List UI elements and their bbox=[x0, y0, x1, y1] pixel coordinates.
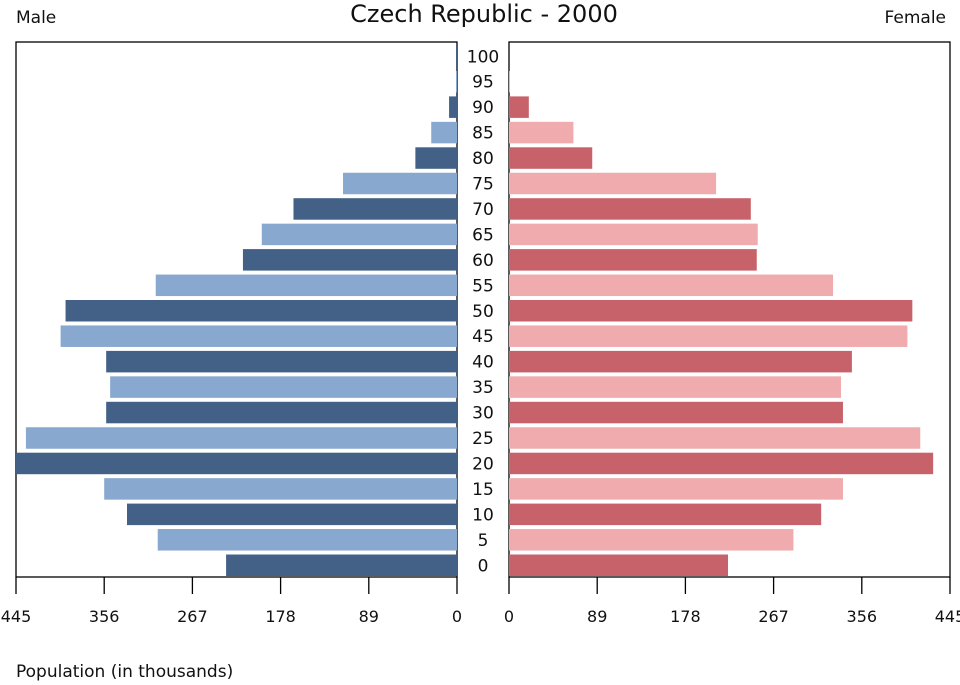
age-label-100: 100 bbox=[467, 47, 499, 67]
female-bar-age-5 bbox=[509, 529, 794, 551]
male-bar-age-55 bbox=[155, 274, 457, 297]
male-bar-age-0 bbox=[226, 554, 457, 576]
x-axis-label: Population (in thousands) bbox=[16, 662, 233, 682]
female-bar-age-50 bbox=[509, 300, 913, 322]
female-bar-age-65 bbox=[509, 223, 758, 246]
male-bar-age-20 bbox=[16, 452, 457, 475]
female-bar-age-90 bbox=[509, 96, 529, 118]
age-label-75: 75 bbox=[472, 175, 494, 195]
male-panel-label: Male bbox=[16, 8, 56, 28]
male-bar-age-45 bbox=[60, 325, 457, 347]
male-x-tick-label-89: 89 bbox=[359, 607, 379, 626]
female-bar-age-60 bbox=[509, 249, 757, 271]
age-label-70: 70 bbox=[472, 200, 494, 220]
age-label-10: 10 bbox=[472, 505, 494, 525]
age-label-90: 90 bbox=[472, 98, 494, 118]
age-label-60: 60 bbox=[472, 251, 494, 271]
male-bar-age-50 bbox=[65, 300, 457, 322]
female-x-tick-label-0: 0 bbox=[504, 607, 514, 626]
male-bar-age-60 bbox=[242, 249, 457, 271]
male-bar-age-25 bbox=[25, 427, 457, 449]
male-bar-age-90 bbox=[449, 96, 457, 118]
male-bar-age-95 bbox=[456, 70, 457, 93]
female-bar-age-45 bbox=[509, 325, 908, 347]
female-bar-age-15 bbox=[509, 478, 843, 500]
male-bar-age-40 bbox=[106, 350, 458, 373]
male-bar-age-100 bbox=[456, 45, 457, 67]
female-bar-age-75 bbox=[509, 172, 717, 195]
female-x-tick-label-356: 356 bbox=[847, 607, 878, 626]
female-bar-age-25 bbox=[509, 427, 921, 449]
male-bar-age-15 bbox=[104, 478, 457, 500]
age-label-80: 80 bbox=[472, 149, 494, 169]
male-bar-age-35 bbox=[110, 376, 458, 398]
female-bar-age-95 bbox=[509, 70, 510, 93]
age-label-15: 15 bbox=[472, 480, 494, 500]
age-label-55: 55 bbox=[472, 276, 494, 296]
age-label-85: 85 bbox=[472, 124, 494, 144]
age-label-20: 20 bbox=[472, 454, 494, 474]
age-label-0: 0 bbox=[478, 556, 489, 576]
male-x-tick-label-445: 445 bbox=[1, 607, 32, 626]
female-bar-age-85 bbox=[509, 121, 574, 144]
age-label-50: 50 bbox=[472, 302, 494, 322]
age-label-35: 35 bbox=[472, 378, 494, 398]
female-bar-age-0 bbox=[509, 554, 729, 576]
age-label-95: 95 bbox=[472, 73, 494, 93]
female-x-tick-label-89: 89 bbox=[587, 607, 607, 626]
female-panel-label: Female bbox=[885, 8, 946, 28]
male-x-tick-label-178: 178 bbox=[265, 607, 296, 626]
age-label-25: 25 bbox=[472, 429, 494, 449]
age-label-45: 45 bbox=[472, 327, 494, 347]
female-bar-age-10 bbox=[509, 503, 822, 526]
age-label-40: 40 bbox=[472, 353, 494, 373]
male-bar-age-5 bbox=[157, 529, 457, 551]
female-bar-age-20 bbox=[509, 452, 934, 475]
male-x-tick-label-0: 0 bbox=[452, 607, 462, 626]
male-bar-age-10 bbox=[126, 503, 457, 526]
female-bar-age-55 bbox=[509, 274, 834, 297]
male-bar-age-30 bbox=[106, 401, 458, 424]
male-bar-age-70 bbox=[293, 198, 457, 220]
male-bar-age-75 bbox=[343, 172, 457, 195]
female-bar-age-80 bbox=[509, 147, 593, 169]
female-x-tick-label-178: 178 bbox=[670, 607, 701, 626]
female-bar-age-40 bbox=[509, 350, 852, 373]
female-bar-age-35 bbox=[509, 376, 841, 398]
female-x-tick-label-445: 445 bbox=[935, 607, 960, 626]
male-bar-age-80 bbox=[415, 147, 457, 169]
male-x-tick-label-356: 356 bbox=[89, 607, 120, 626]
male-bar-age-85 bbox=[431, 121, 457, 144]
male-bar-age-65 bbox=[261, 223, 457, 246]
male-x-tick-label-267: 267 bbox=[177, 607, 208, 626]
female-bar-age-30 bbox=[509, 401, 843, 424]
age-label-5: 5 bbox=[478, 531, 489, 551]
female-x-tick-label-267: 267 bbox=[758, 607, 789, 626]
age-label-65: 65 bbox=[472, 225, 494, 245]
age-label-30: 30 bbox=[472, 404, 494, 424]
chart-title: Czech Republic - 2000 bbox=[350, 0, 618, 28]
female-bar-age-70 bbox=[509, 198, 751, 220]
